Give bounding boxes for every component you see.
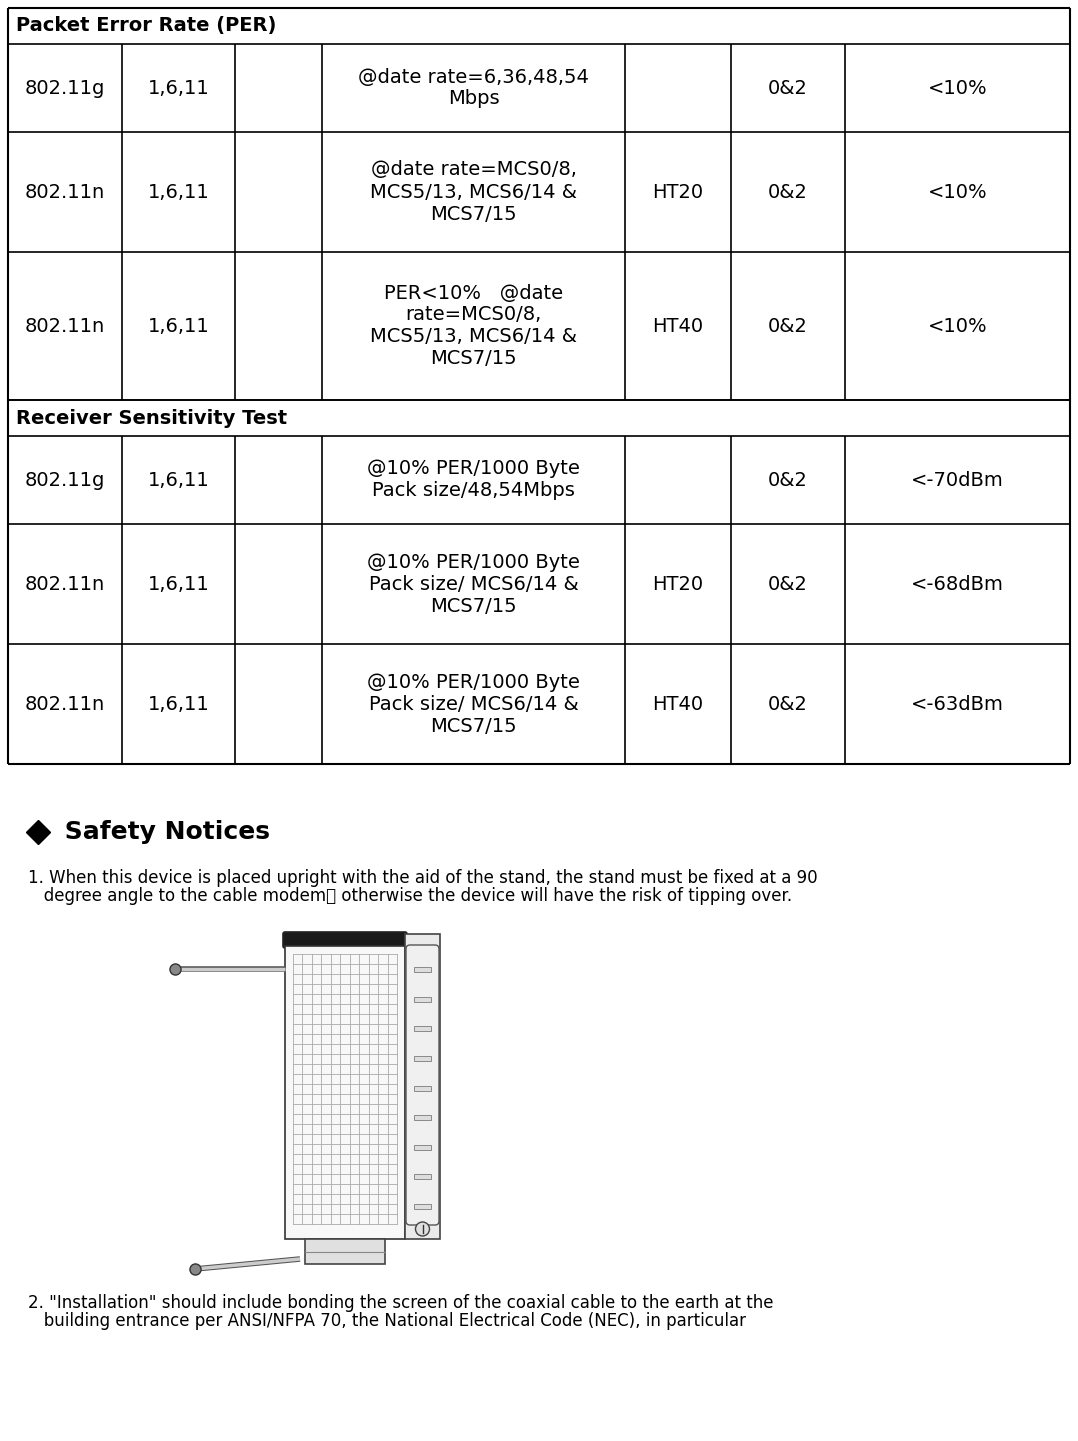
Text: 1,6,11: 1,6,11 [148, 78, 209, 98]
Text: @date rate=6,36,48,54
Mbps: @date rate=6,36,48,54 Mbps [358, 68, 589, 108]
Text: 0&2: 0&2 [769, 695, 808, 713]
Text: 1,6,11: 1,6,11 [148, 183, 209, 202]
Text: HT20: HT20 [652, 183, 704, 202]
Bar [414, 967, 431, 973]
Bar [414, 1144, 431, 1150]
Text: 0&2: 0&2 [769, 317, 808, 336]
Text: 0&2: 0&2 [769, 471, 808, 490]
Text: HT40: HT40 [652, 695, 704, 713]
Text: @10% PER/1000 Byte
Pack size/48,54Mbps: @10% PER/1000 Byte Pack size/48,54Mbps [368, 460, 580, 500]
Text: 2. "Installation" should include bonding the screen of the coaxial cable to the : 2. "Installation" should include bonding… [28, 1294, 774, 1311]
Bar [285, 945, 405, 1239]
Bar [414, 1174, 431, 1179]
Bar [414, 1056, 431, 1061]
Text: Packet Error Rate (PER): Packet Error Rate (PER) [16, 16, 276, 36]
Text: building entrance per ANSI/NFPA 70, the National Electrical Code (NEC), in parti: building entrance per ANSI/NFPA 70, the … [28, 1311, 746, 1330]
Text: <10%: <10% [927, 317, 987, 336]
Text: degree angle to the cable modem； otherwise the device will have the risk of tipp: degree angle to the cable modem； otherwi… [28, 888, 792, 905]
Text: HT40: HT40 [652, 317, 704, 336]
Text: 802.11g: 802.11g [25, 78, 105, 98]
Text: 1,6,11: 1,6,11 [148, 695, 209, 713]
Text: 1,6,11: 1,6,11 [148, 317, 209, 336]
Text: 802.11n: 802.11n [25, 317, 105, 336]
Text: Receiver Sensitivity Test: Receiver Sensitivity Test [16, 408, 287, 428]
Circle shape [415, 1222, 429, 1236]
Text: <-70dBm: <-70dBm [911, 471, 1004, 490]
Text: <10%: <10% [927, 78, 987, 98]
Text: 802.11n: 802.11n [25, 183, 105, 202]
Text: 0&2: 0&2 [769, 575, 808, 594]
Text: 0&2: 0&2 [769, 183, 808, 202]
Text: Safety Notices: Safety Notices [56, 820, 270, 844]
Bar [414, 1026, 431, 1032]
Text: <-68dBm: <-68dBm [911, 575, 1004, 594]
Bar [414, 997, 431, 1001]
FancyBboxPatch shape [406, 945, 439, 1225]
Text: HT20: HT20 [652, 575, 704, 594]
Text: @date rate=MCS0/8,
MCS5/13, MCS6/14 &
MCS7/15: @date rate=MCS0/8, MCS5/13, MCS6/14 & MC… [370, 160, 577, 223]
Text: 0&2: 0&2 [769, 78, 808, 98]
Text: 802.11n: 802.11n [25, 575, 105, 594]
Text: <-63dBm: <-63dBm [911, 695, 1004, 713]
Bar [414, 1205, 431, 1209]
Text: 1,6,11: 1,6,11 [148, 575, 209, 594]
Bar [414, 1115, 431, 1120]
Bar [305, 1239, 385, 1264]
Text: 1. When this device is placed upright with the aid of the stand, the stand must : 1. When this device is placed upright wi… [28, 869, 817, 888]
Text: @10% PER/1000 Byte
Pack size/ MCS6/14 &
MCS7/15: @10% PER/1000 Byte Pack size/ MCS6/14 & … [368, 552, 580, 615]
Text: 802.11g: 802.11g [25, 471, 105, 490]
Text: 1,6,11: 1,6,11 [148, 471, 209, 490]
Text: PER<10%   @date
rate=MCS0/8,
MCS5/13, MCS6/14 &
MCS7/15: PER<10% @date rate=MCS0/8, MCS5/13, MCS6… [370, 284, 577, 369]
Text: <10%: <10% [927, 183, 987, 202]
Bar [414, 1085, 431, 1091]
FancyBboxPatch shape [284, 932, 407, 948]
Bar [405, 934, 440, 1239]
Text: 802.11n: 802.11n [25, 695, 105, 713]
Text: @10% PER/1000 Byte
Pack size/ MCS6/14 &
MCS7/15: @10% PER/1000 Byte Pack size/ MCS6/14 & … [368, 673, 580, 735]
